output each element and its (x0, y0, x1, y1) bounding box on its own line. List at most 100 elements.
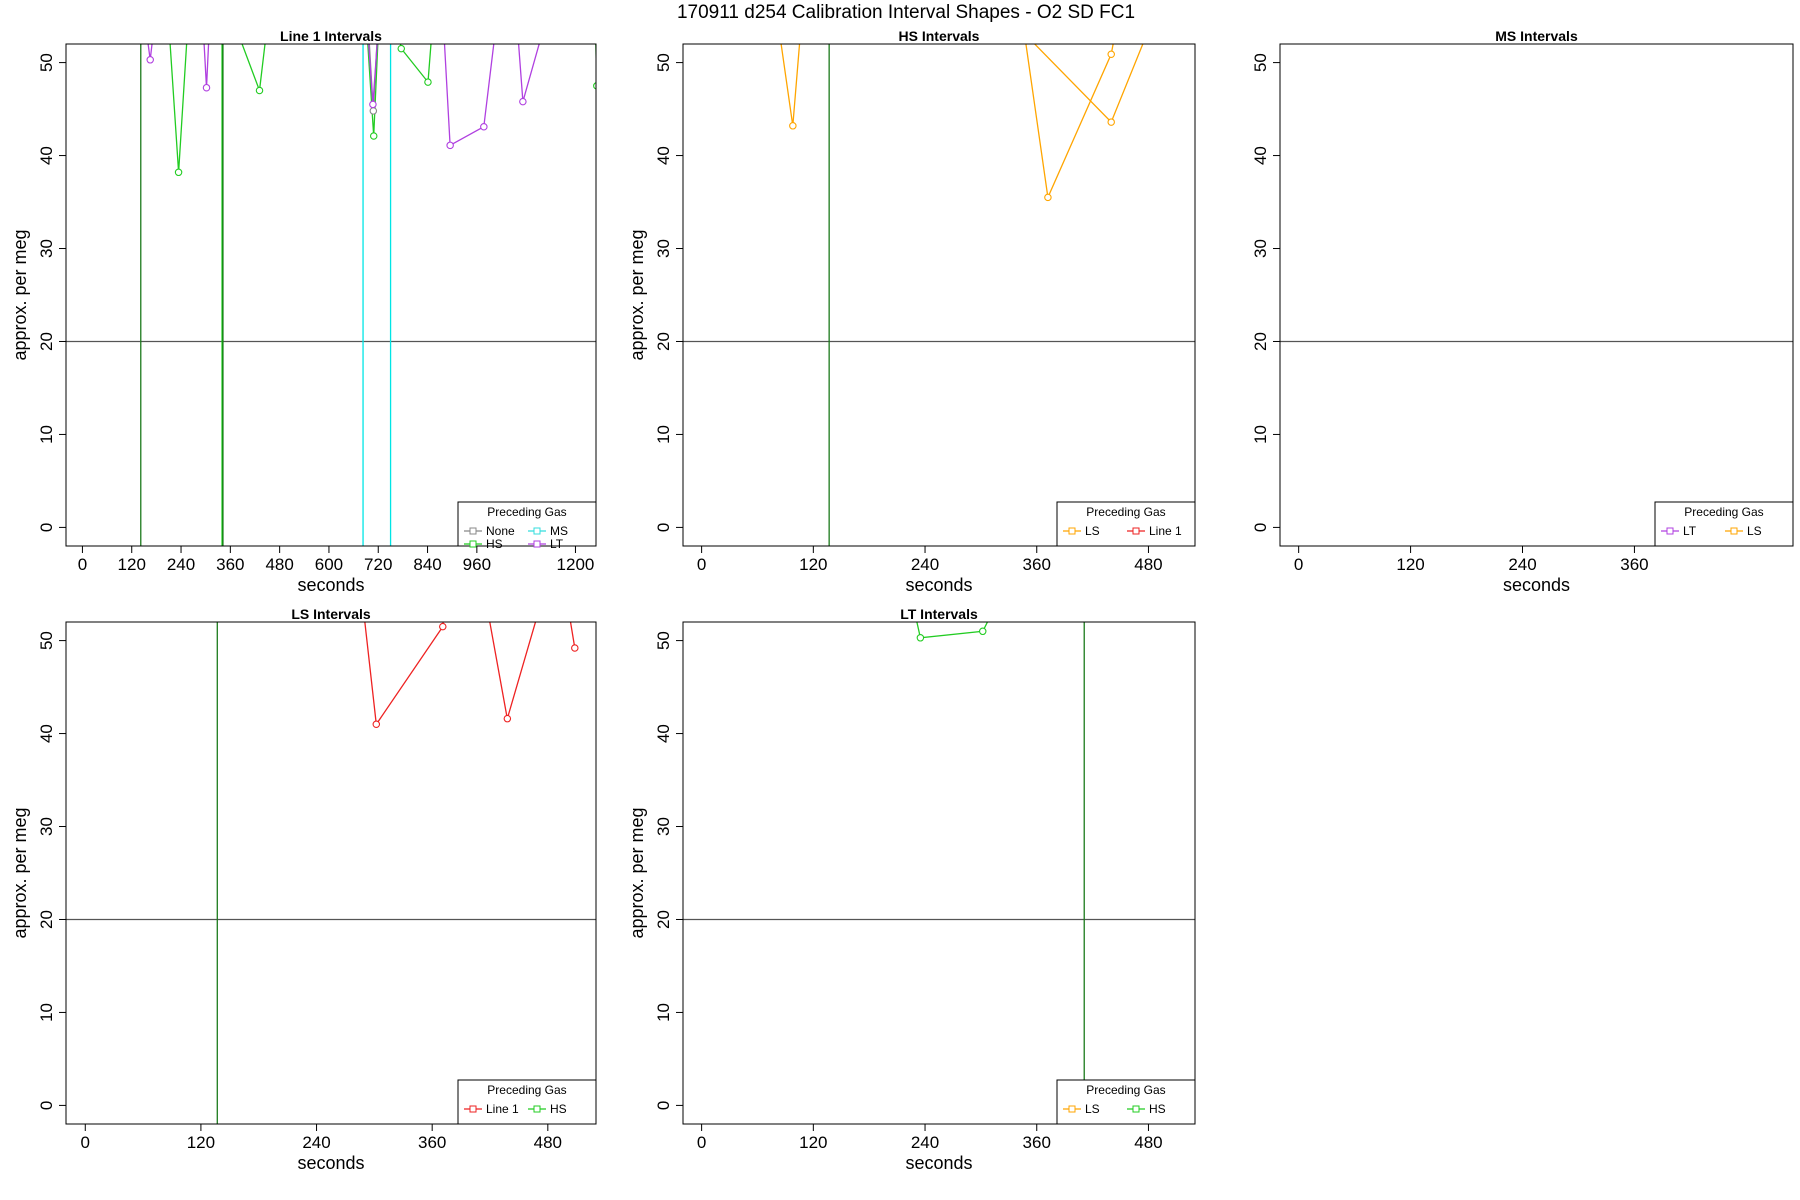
y-tick-label: 0 (654, 523, 673, 532)
panel-title: HS Intervals (899, 28, 980, 44)
y-tick-label: 10 (37, 425, 56, 444)
series-line-line-1 (569, 622, 576, 649)
series-line-lt (147, 44, 153, 60)
y-tick-label: 50 (37, 631, 56, 650)
legend-box (1654, 501, 1794, 547)
legend-swatch-marker (1730, 527, 1738, 535)
figure-title: 170911 d254 Calibration Interval Shapes … (677, 2, 1135, 23)
x-tick-label: 0 (1294, 555, 1303, 574)
x-tick-label: 120 (187, 1133, 215, 1152)
data-point (916, 634, 925, 642)
series-line-ls (1025, 44, 1114, 200)
x-tick-label: 600 (315, 555, 343, 574)
x-tick-label: 120 (118, 555, 146, 574)
legend-title: Preceding Gas (1086, 505, 1165, 519)
legend-entry-label: Line 1 (486, 1102, 519, 1116)
y-tick-label: 50 (654, 631, 673, 650)
legend-swatch-marker (533, 540, 541, 548)
y-tick-label: 50 (654, 53, 673, 72)
data-point (593, 82, 596, 90)
y-tick-label: 40 (654, 146, 673, 165)
legend: Preceding Gas LS HS (1056, 1079, 1196, 1125)
panel-0: Line 1 Intervals 0 120 240 360 480 600 720 840 96… (10, 28, 597, 595)
y-tick-label: 50 (1251, 53, 1270, 72)
x-axis-label: seconds (297, 575, 364, 595)
y-axis-label: approx. per meg (10, 807, 30, 938)
legend-entry-label: LS (1747, 524, 1762, 538)
legend-title: Preceding Gas (487, 1083, 566, 1097)
y-tick-label: 20 (654, 332, 673, 351)
x-tick-label: 960 (463, 555, 491, 574)
y-axis-label: approx. per meg (627, 229, 647, 360)
legend-entry-label: HS (1149, 1102, 1166, 1116)
legend-entry-label: LS (1085, 1102, 1100, 1116)
y-tick-label: 50 (37, 53, 56, 72)
data-point (503, 714, 512, 723)
data-point (424, 78, 432, 86)
y-tick-label: 40 (37, 724, 56, 743)
y-tick-label: 30 (1251, 239, 1270, 258)
series-line-lt (517, 44, 540, 102)
series-line-lt (443, 44, 495, 147)
data-point (369, 107, 378, 115)
legend: Preceding Gas LT LS (1654, 501, 1794, 547)
x-tick-label: 0 (78, 555, 87, 574)
y-tick-label: 30 (37, 817, 56, 836)
y-tick-label: 0 (37, 1101, 56, 1110)
x-tick-label: 360 (216, 555, 244, 574)
legend-entry-label: None (486, 524, 515, 538)
y-tick-label: 20 (654, 910, 673, 929)
legend-entry-label: HS (550, 1102, 567, 1116)
panel-title: LS Intervals (291, 606, 371, 622)
data-point (146, 56, 154, 64)
y-tick-label: 10 (654, 425, 673, 444)
legend-swatch-marker (469, 527, 477, 535)
plot-frame (682, 621, 1196, 1125)
x-tick-label: 240 (911, 555, 939, 574)
y-tick-label: 20 (37, 332, 56, 351)
x-tick-label: 0 (81, 1133, 90, 1152)
legend-swatch-marker (1068, 1105, 1076, 1113)
series-line-line-1 (489, 622, 537, 719)
y-tick-label: 40 (37, 146, 56, 165)
data-point (255, 86, 264, 95)
legend-entry-label: HS (486, 537, 503, 551)
legend-swatch-marker (1132, 527, 1140, 535)
plot-frame (1279, 43, 1794, 547)
y-tick-label: 10 (37, 1003, 56, 1022)
series-group (364, 622, 579, 729)
data-point (174, 168, 183, 177)
legend-box (457, 1079, 597, 1125)
x-tick-label: 240 (911, 1133, 939, 1152)
x-tick-label: 480 (1134, 1133, 1162, 1152)
x-tick-label: 360 (418, 1133, 446, 1152)
y-tick-label: 0 (1251, 523, 1270, 532)
y-tick-label: 40 (1251, 146, 1270, 165)
legend-entry-label: LT (550, 537, 564, 551)
x-tick-label: 480 (265, 555, 293, 574)
series-line-ls (780, 44, 801, 126)
legend-box (1056, 501, 1196, 547)
x-axis-label: seconds (297, 1153, 364, 1173)
x-axis-label: seconds (905, 575, 972, 595)
x-tick-label: 240 (302, 1133, 330, 1152)
series-line-hs (916, 622, 989, 639)
legend-box (457, 501, 597, 547)
y-tick-label: 20 (1251, 332, 1270, 351)
series-line-hs (169, 44, 188, 173)
x-axis-label: seconds (1503, 575, 1570, 595)
x-tick-label: 120 (1396, 555, 1424, 574)
panel-title: MS Intervals (1495, 28, 1578, 44)
data-point (202, 83, 211, 92)
data-point (369, 132, 378, 140)
data-point (372, 720, 381, 729)
data-point (519, 97, 527, 106)
data-point (397, 44, 406, 53)
series-line-lt (203, 44, 210, 88)
legend-box (1056, 1079, 1196, 1125)
legend-entry-label: Line 1 (1149, 524, 1182, 538)
legend: Preceding Gas Line 1 HS (457, 1079, 597, 1125)
legend-swatch-marker (1666, 527, 1674, 535)
legend-entry-label: MS (550, 524, 568, 538)
